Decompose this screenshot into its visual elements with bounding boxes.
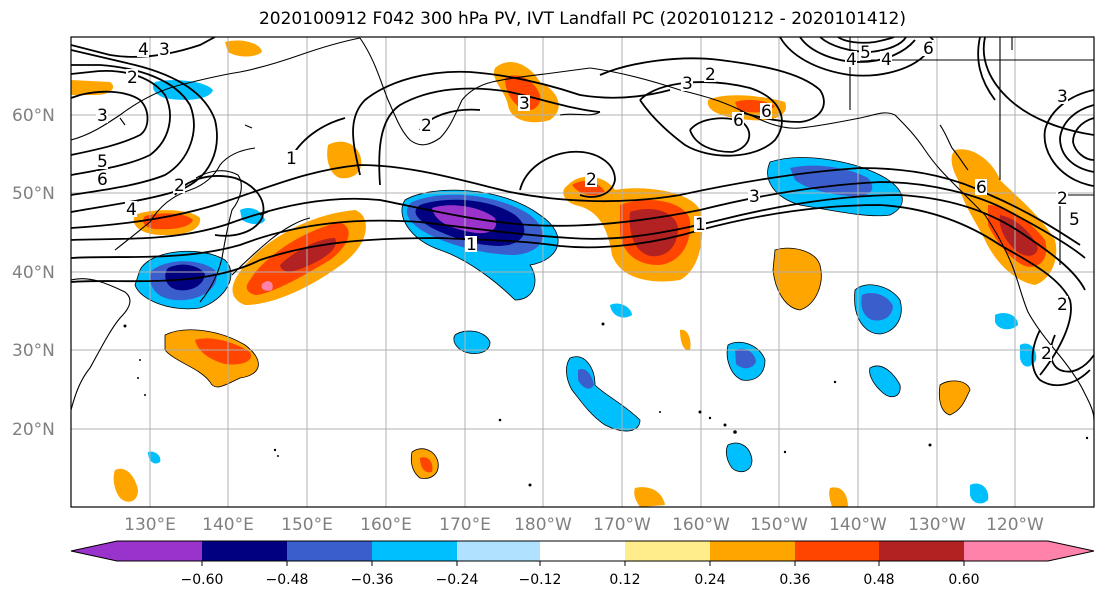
colorbar-extend-min [71,541,117,561]
contour-label: 6 [97,170,108,190]
contour-label: 2 [586,170,597,190]
colorbar-tick-label: 0.12 [609,572,640,588]
contour-label: 6 [976,178,987,198]
contour-label: 1 [286,149,297,169]
colorbar-swatch [202,541,287,561]
colorbar-swatch [117,541,202,561]
contour-label: 2 [421,116,432,136]
lon-label: 170°E [439,515,491,535]
lat-label: 20°N [12,420,55,440]
contour-label: 3 [159,40,170,60]
pv-contours [71,37,1094,387]
colorbar-tick-label: −0.12 [519,572,562,588]
colorbar-tick-label: −0.48 [266,572,309,588]
contour-label: 2 [1041,344,1052,364]
colorbar-tick-label: 0.36 [779,572,810,588]
colorbar-tick-label: 0.24 [694,572,725,588]
contour-label: 1 [695,215,706,235]
lon-label: 140°E [202,515,254,535]
colorbar-tick-label: −0.60 [181,572,224,588]
contour-label: 3 [1057,87,1068,107]
colorbar-tick-label: 0.48 [863,572,894,588]
contour-label: 3 [749,187,760,207]
anomaly-outlines [134,157,971,479]
contour-label: 4 [846,50,857,70]
colorbar-outline [70,540,1095,562]
map-title: 2020100912 F042 300 hPa PV, IVT Landfall… [258,9,906,29]
lat-label: 30°N [12,341,55,361]
colorbar-swatch [372,541,457,561]
lon-label: 160°W [672,515,730,535]
lon-label: 170°W [593,515,651,535]
contour-label: 2 [1057,189,1068,209]
colorbar: −0.60 −0.48 −0.36 −0.24 −0.12 0.12 0.24 … [70,540,1095,588]
colorbar-swatch [287,541,372,561]
latitude-labels: 60°N 50°N 40°N 30°N 20°N [12,106,55,440]
islands [123,322,1089,487]
lon-label: 130°W [908,515,966,535]
contour-label: 2 [127,68,138,88]
lon-label: 150°W [750,515,808,535]
colorbar-tick-label: 0.60 [948,572,979,588]
coastlines [71,37,1094,421]
contour-label: 5 [97,152,108,172]
contour-label: 2 [1057,295,1068,315]
lon-label: 180°W [514,515,572,535]
contour-label: 3 [519,94,530,114]
contour-label: 4 [138,40,149,60]
contour-label: 5 [860,43,871,63]
colorbar-swatch [457,541,540,561]
colorbar-tick-label: −0.36 [351,572,394,588]
lat-label: 60°N [12,106,55,126]
contour-label: 6 [923,39,934,59]
colorbar-swatch [625,541,710,561]
colorbar-swatch [879,541,964,561]
lon-label: 150°E [281,515,333,535]
colorbar-swatch [710,541,795,561]
colorbar-swatch [964,541,1048,561]
colorbar-extend-max [1048,541,1094,561]
contour-label: 3 [682,74,693,94]
contour-label: 6 [733,111,744,131]
lat-label: 50°N [12,184,55,204]
contour-label: 6 [761,102,772,122]
lon-label: 140°W [829,515,887,535]
contour-label: 5 [1069,210,1080,230]
map-frame [70,36,1095,508]
colorbar-swatch [795,541,879,561]
colorbar-tick-label: −0.24 [436,572,479,588]
contour-label: 4 [881,50,892,70]
contour-label: 3 [97,106,108,126]
contour-label: 1 [466,235,477,255]
contour-labels: 4 3 2 3 5 6 4 2 1 2 3 1 2 1 6 6 3 2 4 5 … [96,39,1080,364]
contour-label: 2 [174,176,185,196]
lat-label: 40°N [12,263,55,283]
lon-label: 160°E [360,515,412,535]
colorbar-swatch [540,541,625,561]
lon-label: 120°W [986,515,1044,535]
lon-label: 130°E [124,515,176,535]
longitude-labels: 130°E 140°E 150°E 160°E 170°E 180°W 170°… [124,515,1044,535]
contour-label: 4 [126,200,137,220]
contour-label: 2 [705,65,716,85]
